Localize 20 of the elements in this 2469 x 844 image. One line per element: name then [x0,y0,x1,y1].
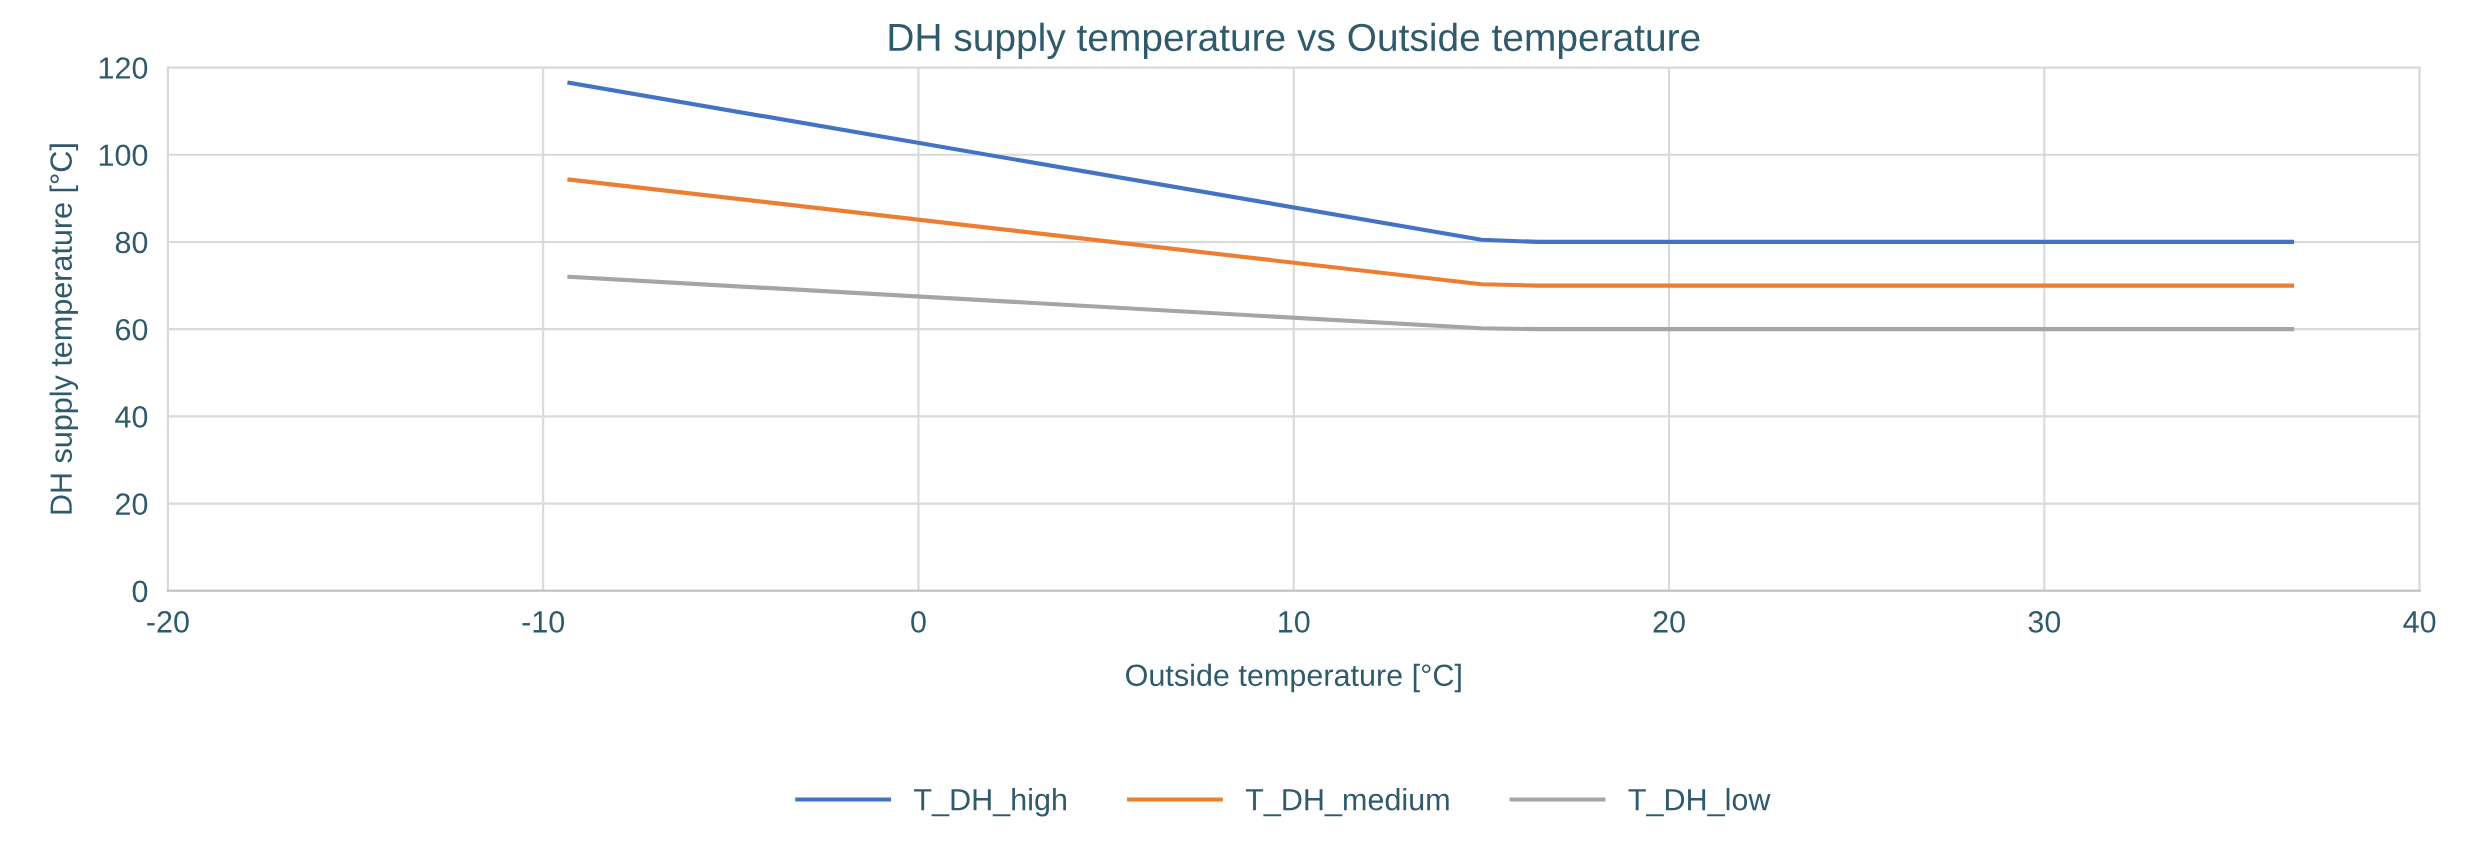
legend-label: T_DH_low [1628,788,1771,817]
x-tick-label: 0 [911,611,926,633]
x-axis-title: Outside temperature [°C] [1126,663,1461,693]
x-tick-label: 10 [1279,611,1310,633]
y-tick-label: 100 [99,144,148,167]
y-tick-label: 40 [115,406,148,428]
x-tick-label: -20 [147,611,189,633]
y-axis-title: DH supply temperature [°C] [49,144,79,514]
x-tick-label: 40 [2403,611,2436,633]
x-tick-label: 30 [2028,611,2061,633]
y-tick-label: 0 [132,580,148,603]
legend-label: T_DH_medium [1245,788,1449,817]
y-tick-label: 60 [116,318,148,341]
x-tick-label: 20 [1653,611,1685,633]
chart-title: DH supply temperature vs Outside temperature [889,22,1700,59]
y-tick-label: 20 [116,493,148,515]
y-tick-label: 80 [115,231,148,254]
y-tick-label: 120 [99,57,148,79]
legend-label: T_DH_high [914,788,1066,817]
x-tick-label: -10 [522,611,565,633]
